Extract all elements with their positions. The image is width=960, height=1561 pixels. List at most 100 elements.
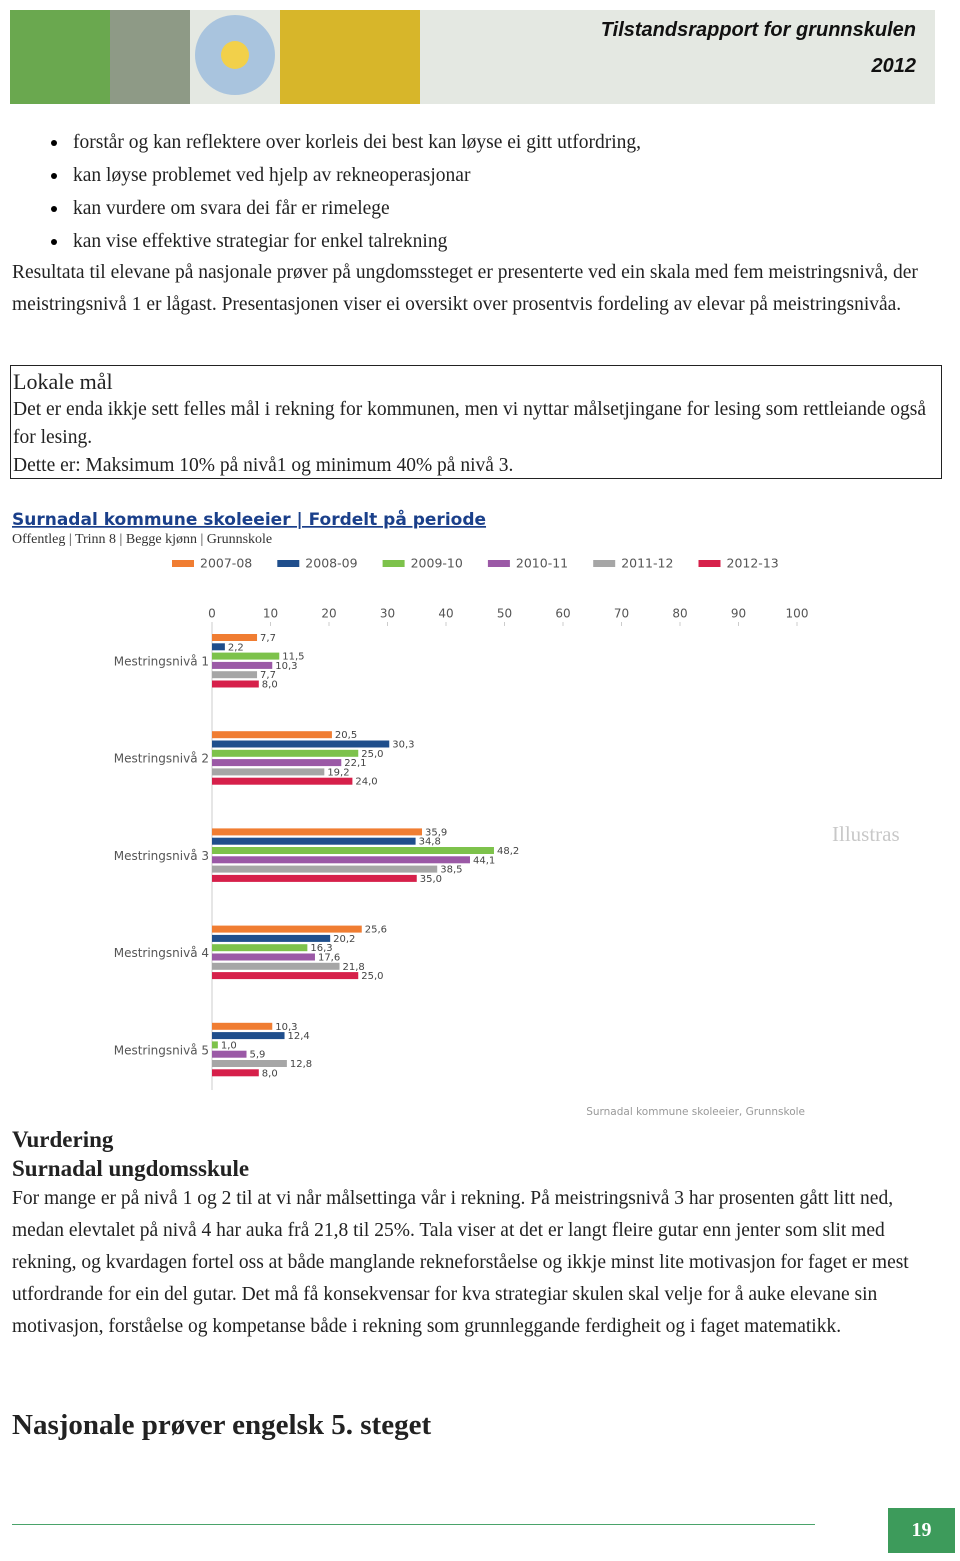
bar — [212, 749, 359, 757]
bar — [212, 680, 259, 688]
bar-value-label: 2,2 — [228, 642, 244, 653]
bar-value-label: 19,2 — [327, 767, 349, 778]
bar-value-label: 25,0 — [361, 749, 383, 760]
bar — [212, 1032, 285, 1040]
bar-value-label: 20,2 — [333, 934, 355, 945]
bar-value-label: 20,5 — [335, 730, 357, 741]
bar-value-label: 5,9 — [250, 1050, 266, 1061]
banner-green — [10, 10, 110, 104]
bar — [212, 634, 258, 641]
bar-value-label: 22,1 — [344, 758, 366, 769]
x-tick-label: 40 — [438, 607, 453, 621]
bar — [212, 944, 308, 952]
bar-value-label: 25,0 — [361, 971, 383, 982]
category-label: Mestringsnivå 1 — [114, 655, 209, 669]
bar-value-label: 8,0 — [262, 1068, 278, 1079]
bar-value-label: 11,5 — [282, 652, 304, 663]
bullet: kan vise effektive strategiar for enkel … — [0, 225, 940, 258]
page-number: 19 — [888, 1508, 955, 1553]
bar-value-label: 35,9 — [425, 827, 447, 838]
bar — [212, 828, 423, 836]
category-label: Mestringsnivå 2 — [114, 752, 209, 766]
legend-swatch — [593, 560, 616, 567]
legend-swatch — [277, 560, 300, 567]
bar — [212, 856, 470, 864]
x-tick-label: 10 — [263, 607, 278, 621]
category-label: Mestringsnivå 3 — [114, 849, 209, 863]
bar — [212, 934, 331, 942]
legend-label: 2012-13 — [727, 556, 779, 571]
bar-value-label: 16,3 — [310, 943, 332, 954]
bar-value-label: 44,1 — [473, 855, 495, 866]
x-tick-label: 30 — [380, 607, 395, 621]
banner-yellow — [280, 10, 420, 104]
bar — [212, 925, 362, 933]
bar-value-label: 30,3 — [392, 740, 414, 751]
x-tick-label: 60 — [555, 607, 570, 621]
legend-swatch — [487, 560, 510, 567]
header-banner: Tilstandsrapport for grunnskulen 2012 — [10, 10, 935, 104]
bar — [212, 759, 342, 767]
bar-value-label: 8,0 — [262, 680, 278, 691]
bar — [212, 768, 325, 776]
x-tick-label: 80 — [672, 607, 687, 621]
assessment-heading: Vurdering — [12, 1127, 114, 1152]
bar — [212, 740, 390, 748]
header-title: Tilstandsrapport for grunnskulen — [601, 19, 916, 41]
x-tick-label: 70 — [614, 607, 629, 621]
legend-swatch — [698, 560, 721, 567]
bar — [212, 777, 353, 785]
banner-flower-center — [221, 41, 249, 69]
bar — [212, 837, 416, 845]
bar-value-label: 10,3 — [275, 661, 297, 672]
bar — [212, 671, 258, 679]
intro: Resultata til elevane på nasjonale prøve… — [12, 262, 918, 315]
chart-subtitle: Offentleg | Trinn 8 | Begge kjønn | Grun… — [12, 532, 272, 547]
legend-label: 2010-11 — [516, 556, 568, 571]
bar-value-label: 24,0 — [355, 777, 377, 788]
x-tick-label: 0 — [208, 607, 216, 621]
chart: Surnadal kommune skoleeier | Fordelt på … — [12, 508, 809, 1118]
bar-value-label: 35,0 — [420, 874, 442, 885]
bullet: kan løyse problemet ved hjelp av rekneop… — [0, 159, 940, 192]
bar-value-label: 25,6 — [365, 925, 387, 936]
bullet-list: forstår og kan reflektere over korleis d… — [0, 126, 940, 258]
box-goal: Dette er: Maksimum 10% på nivå1 og minim… — [13, 455, 514, 476]
bar — [212, 953, 315, 961]
bar — [212, 731, 332, 739]
assessment-text: For mange er på nivå 1 og 2 til at vi nå… — [12, 1188, 909, 1337]
legend-label: 2009-10 — [411, 556, 463, 571]
banner-stone — [110, 10, 190, 104]
bar — [212, 661, 273, 669]
legend-label: 2008-09 — [305, 556, 357, 571]
bar — [212, 972, 359, 980]
bar — [212, 652, 280, 660]
legend-label: 2011-12 — [621, 556, 673, 571]
legend-label: 2007-08 — [200, 556, 252, 571]
bar-value-label: 48,2 — [497, 846, 519, 857]
bar — [212, 643, 225, 651]
x-tick-label: 100 — [786, 607, 809, 621]
bar-value-label: 21,8 — [343, 962, 365, 973]
category-label: Mestringsnivå 4 — [114, 946, 209, 960]
bullet: kan vurdere om svara dei får er rimelege — [0, 192, 940, 225]
x-tick-label: 20 — [321, 607, 336, 621]
goal-box: Lokale mål Det er enda ikkje sett felles… — [10, 365, 942, 479]
bar-value-label: 12,8 — [290, 1059, 312, 1070]
bar-value-label: 34,8 — [419, 837, 441, 848]
bar-value-label: 38,5 — [440, 865, 462, 876]
bar — [212, 1050, 247, 1058]
x-tick-label: 90 — [731, 607, 746, 621]
bar — [212, 1041, 218, 1049]
bar-value-label: 1,0 — [221, 1040, 237, 1051]
bar-value-label: 7,7 — [260, 633, 276, 644]
category-label: Mestringsnivå 5 — [114, 1043, 209, 1057]
bar-value-label: 10,3 — [275, 1022, 297, 1033]
chart-title: Surnadal kommune skoleeier | Fordelt på … — [12, 508, 486, 530]
bar-value-label: 12,4 — [288, 1031, 310, 1042]
bar — [212, 1069, 259, 1077]
bar — [212, 865, 438, 873]
footer-line — [12, 1524, 815, 1525]
x-tick-label: 50 — [497, 607, 512, 621]
bar-value-label: 7,7 — [260, 670, 276, 681]
